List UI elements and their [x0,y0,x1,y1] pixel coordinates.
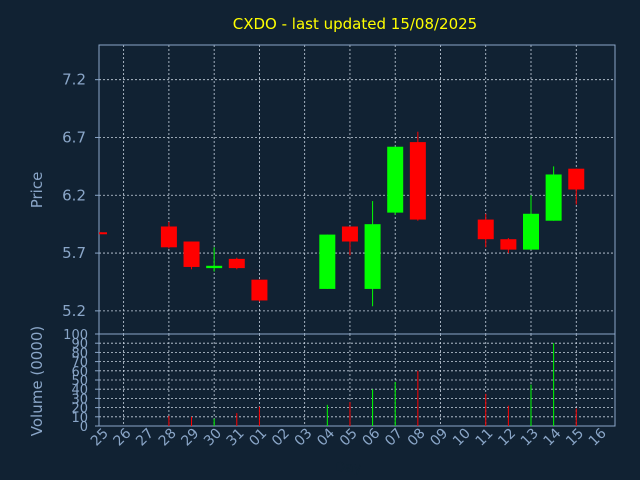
candle-body [545,174,562,221]
volume-tick-label: 100 [63,328,88,343]
candle-body [500,239,517,250]
day-axis-label: Day [334,460,362,476]
volume-tick-label: 90 [71,337,88,352]
day-axis-ticks: 2526272829303101020304050607080910111213… [88,425,610,449]
price-tick-label: 6.7 [62,128,86,146]
price-tick-label: 6.2 [62,186,86,204]
price-axis-ticks: 5.2 5.7 6.2 6.7 7.2 [62,71,99,320]
volume-tick-label: 70 [71,356,88,371]
price-tick-label: 5.7 [62,244,86,262]
candle-body [251,279,268,301]
price-axis-label: Price [28,172,46,209]
volume-tick-label: 40 [71,383,88,398]
volume-axis-label: Volume (0000) [28,326,46,436]
volume-tick-label: 60 [71,365,88,380]
candle-body [99,232,107,235]
volume-tick-label: 80 [71,346,88,361]
chart-title: CXDO - last updated 15/08/2025 [233,15,477,33]
candle-body [206,265,223,269]
candle-body [387,146,404,213]
candle-body [523,213,539,250]
price-candles [99,131,585,307]
volume-tick-label: 0 [80,420,88,435]
candle-body [568,168,585,190]
price-tick-label: 7.2 [62,71,86,89]
volume-tick-label: 50 [71,374,88,389]
volume-bars [168,343,577,426]
volume-tick-label: 10 [71,411,88,426]
price-tick-label: 5.2 [62,302,86,320]
candle-body [364,224,381,289]
candle-body [319,234,336,289]
candle-body [477,219,494,240]
candle-body [160,226,177,248]
volume-tick-label: 20 [71,402,88,417]
candle-body [409,142,426,220]
volume-tick-label: 30 [71,392,88,407]
candle-body [183,241,200,267]
candle-body [341,226,358,242]
candle-body [228,258,245,269]
